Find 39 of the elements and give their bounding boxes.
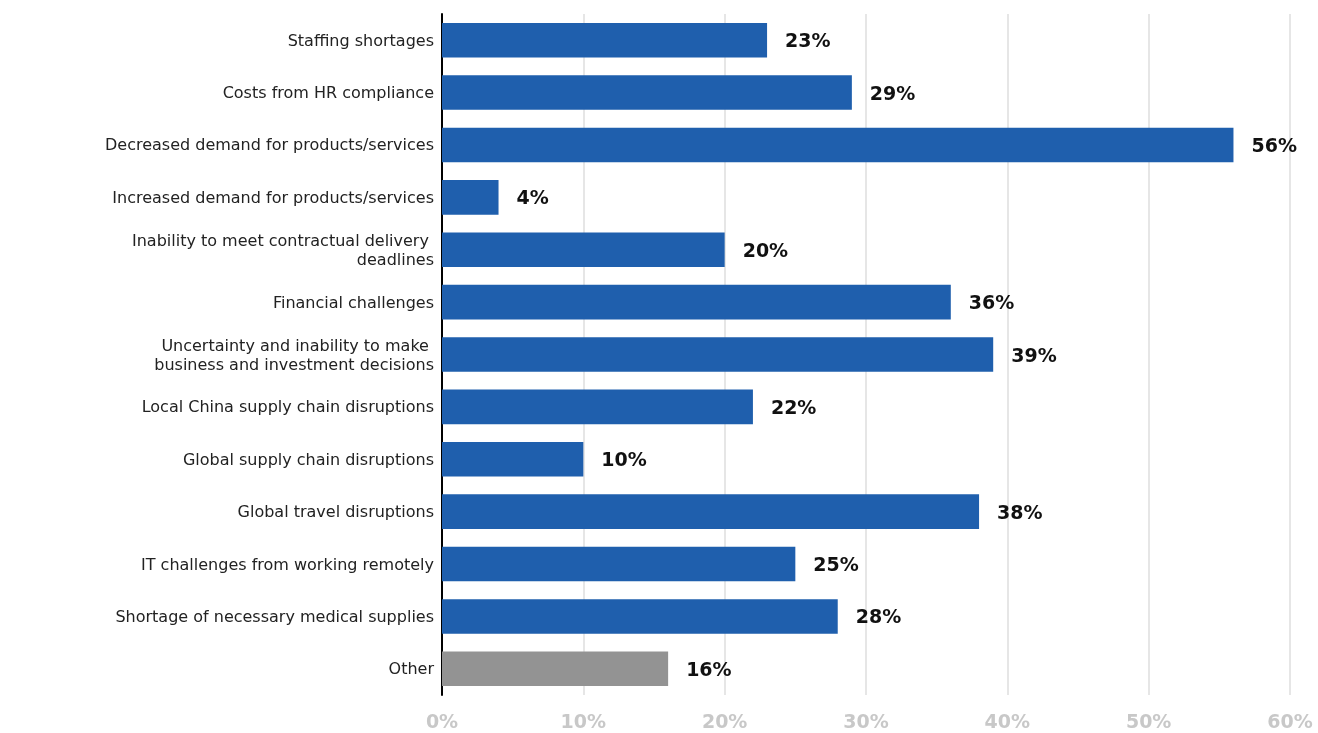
data-label: 10% [601, 448, 647, 471]
bar [442, 127, 1234, 163]
bar [442, 494, 980, 529]
data-label: 22% [770, 395, 817, 418]
y-tick-label: Decreased demand for products/services [104, 135, 434, 155]
y-tick-label: Costs from HR compliance [222, 83, 434, 103]
bar [442, 546, 796, 582]
bar [442, 22, 768, 58]
bar [442, 599, 838, 634]
bar [442, 441, 584, 477]
data-label: 28% [855, 605, 902, 628]
y-tick-label: Other [388, 659, 435, 679]
bar [442, 75, 852, 110]
y-tick-label: Increased demand for products/services [112, 187, 434, 207]
data-label: 23% [785, 29, 831, 52]
y-tick-label: Financial challenges [272, 292, 434, 312]
y-tick-label: Global travel disruptions [237, 502, 434, 522]
data-label: 20% [742, 238, 789, 261]
data-label: 56% [1251, 133, 1297, 156]
data-label: 16% [686, 657, 732, 680]
data-label: 36% [968, 291, 1015, 314]
bar [442, 651, 669, 687]
data-label: 4% [516, 186, 549, 209]
data-label: 25% [813, 553, 859, 576]
y-tick-label: Inability to meet contractual delivery deadlines [131, 230, 434, 269]
bar [442, 389, 753, 425]
y-tick-label: Staffing shortages [287, 30, 434, 50]
data-label: 38% [997, 500, 1043, 523]
bar [442, 232, 725, 268]
y-tick-label: Global supply chain disruptions [182, 449, 434, 469]
y-tick-label: Uncertainty and inability to make business and investment decisions [154, 335, 434, 374]
data-label: 29% [869, 81, 916, 104]
y-tick-label: Local China supply chain disruptions [141, 397, 434, 417]
y-tick-label: IT challenges from working remotely [141, 554, 434, 574]
bar [442, 337, 994, 372]
bar [442, 180, 499, 215]
data-label: 39% [1011, 343, 1057, 366]
y-tick-label: Shortage of necessary medical supplies [115, 606, 434, 626]
bar [442, 284, 951, 320]
